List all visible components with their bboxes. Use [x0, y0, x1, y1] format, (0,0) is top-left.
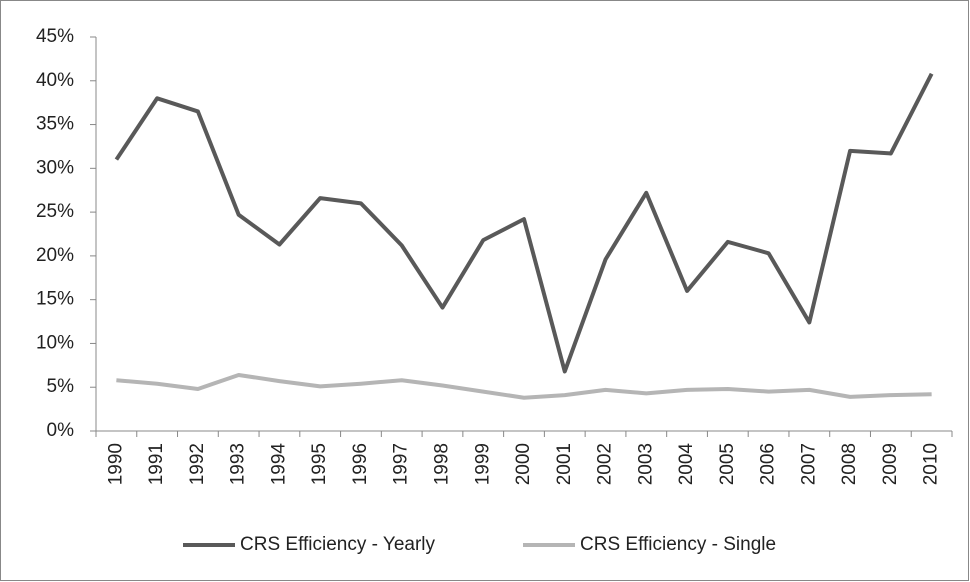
x-tick-label: 2000 [513, 443, 534, 485]
y-tick-label: 35% [36, 114, 74, 135]
x-tick-label: 1995 [309, 443, 330, 485]
x-tick-label: 2010 [921, 443, 942, 485]
x-tick-label: 2009 [880, 443, 901, 485]
x-tick-label: 2007 [798, 443, 819, 485]
y-tick-label: 0% [47, 420, 75, 441]
x-tick-label: 1992 [187, 443, 208, 485]
x-tick-label: 2004 [676, 443, 697, 486]
x-tick-label: 1999 [472, 443, 493, 485]
y-tick-label: 25% [36, 201, 74, 222]
series-line [114, 72, 934, 374]
series-line [116, 372, 932, 400]
x-tick-label: 2002 [595, 443, 616, 485]
legend-label: CRS Efficiency - Single [580, 534, 776, 555]
y-tick-label: 20% [36, 245, 74, 266]
y-tick-label: 15% [36, 289, 74, 310]
x-tick-label: 1996 [350, 443, 371, 485]
y-tick-label: 5% [47, 376, 75, 397]
y-tick-label: 40% [36, 70, 74, 91]
x-tick-label: 1998 [431, 443, 452, 485]
x-tick-label: 2008 [839, 443, 860, 485]
x-tick-label: 2005 [717, 443, 738, 485]
x-tick-label: 1997 [391, 443, 412, 485]
x-tick-label: 1991 [146, 443, 167, 485]
y-tick-label: 10% [36, 332, 74, 353]
x-tick-label: 1994 [268, 443, 289, 486]
y-tick-label: 45% [36, 26, 74, 47]
x-tick-label: 2003 [635, 443, 656, 485]
legend-label: CRS Efficiency - Yearly [240, 534, 436, 555]
x-tick-label: 1990 [105, 443, 126, 485]
x-tick-label: 2001 [554, 443, 575, 485]
y-tick-label: 30% [36, 157, 74, 178]
x-tick-label: 2006 [758, 443, 779, 485]
x-tick-label: 1993 [228, 443, 249, 485]
